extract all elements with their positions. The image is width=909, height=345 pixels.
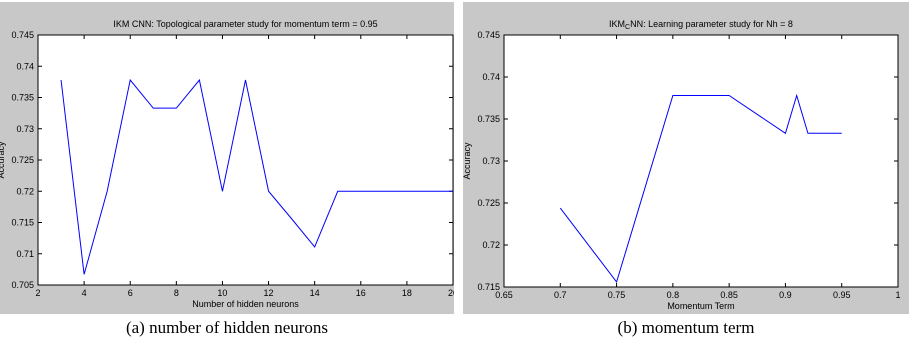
y-tick-label: 0.715 xyxy=(11,218,34,228)
plot-area xyxy=(37,34,454,286)
x-tick-label: 16 xyxy=(356,288,366,298)
y-tick-label: 0.745 xyxy=(11,30,34,40)
chart-hidden-neurons-svg: IKM CNN: Topological parameter study for… xyxy=(0,19,454,309)
series-line xyxy=(60,78,453,275)
x-tick-label: 0.9 xyxy=(779,290,792,300)
y-tick-label: 0.72 xyxy=(482,240,500,250)
x-axis-label: Momentum Term xyxy=(667,301,734,311)
x-tick-label: 0.65 xyxy=(495,290,513,300)
y-tick-label: 0.71 xyxy=(16,249,34,259)
y-tick-label: 0.725 xyxy=(11,155,34,165)
chart-title: IKMCNN: Learning parameter study for Nh … xyxy=(609,19,793,31)
y-tick-label: 0.745 xyxy=(477,30,500,40)
x-tick-label: 6 xyxy=(128,288,133,298)
y-tick-label: 0.715 xyxy=(477,282,500,292)
x-tick-label: 18 xyxy=(402,288,412,298)
y-tick-label: 0.73 xyxy=(16,124,34,134)
x-tick-label: 20 xyxy=(448,288,454,298)
x-tick-label: 4 xyxy=(82,288,87,298)
series-line xyxy=(559,93,842,284)
x-tick-label: 1 xyxy=(895,290,900,300)
y-tick-label: 0.705 xyxy=(11,280,34,290)
y-tick-label: 0.74 xyxy=(482,72,500,82)
x-tick-label: 0.85 xyxy=(720,290,738,300)
x-tick-label: 8 xyxy=(174,288,179,298)
y-tick-label: 0.73 xyxy=(482,156,500,166)
x-tick-label: 10 xyxy=(217,288,227,298)
x-tick-label: 12 xyxy=(264,288,274,298)
x-tick-label: 0.7 xyxy=(554,290,567,300)
y-tick-label: 0.735 xyxy=(11,93,34,103)
y-tick-label: 0.735 xyxy=(477,114,500,124)
y-axis-label: Accuracy xyxy=(0,141,6,179)
chart-panel-momentum: IKMCNN: Learning parameter study for Nh … xyxy=(463,2,909,314)
x-axis-label: Number of hidden neurons xyxy=(192,299,299,309)
x-tick-label: 0.8 xyxy=(667,290,680,300)
x-tick-label: 14 xyxy=(310,288,320,298)
y-tick-label: 0.725 xyxy=(477,198,500,208)
figure-caption-b: (b) momentum term xyxy=(617,318,755,337)
x-tick-label: 0.75 xyxy=(608,290,626,300)
chart-title: IKM CNN: Topological parameter study for… xyxy=(113,19,377,29)
x-tick-label: 0.95 xyxy=(833,290,851,300)
x-tick-label: 2 xyxy=(35,288,40,298)
y-tick-label: 0.74 xyxy=(16,61,34,71)
y-axis-label: Accuracy xyxy=(463,142,472,180)
plot-area xyxy=(503,34,899,288)
y-tick-label: 0.72 xyxy=(16,186,34,196)
figure-caption-a: (a) number of hidden neurons xyxy=(125,318,329,337)
chart-momentum-svg: IKMCNN: Learning parameter study for Nh … xyxy=(463,19,901,311)
chart-panel-hidden-neurons: IKM CNN: Topological parameter study for… xyxy=(0,2,454,314)
